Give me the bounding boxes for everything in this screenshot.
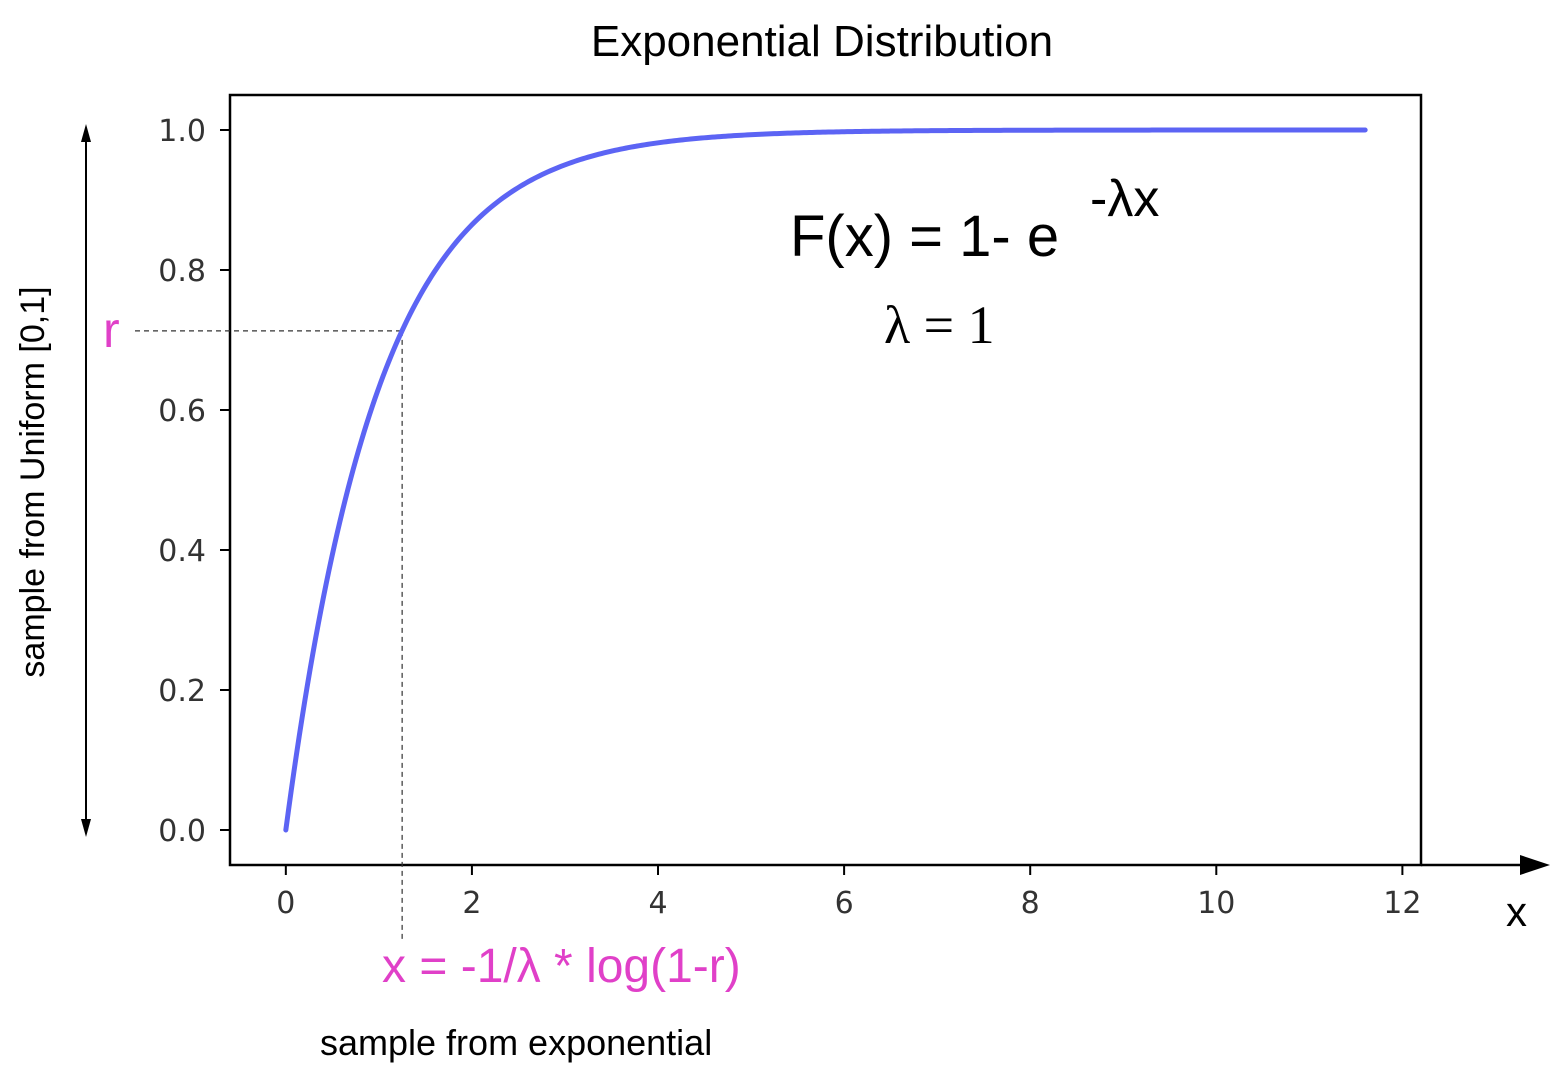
chart-title: Exponential Distribution (591, 17, 1053, 66)
y-tick-label: 0.4 (158, 534, 206, 569)
x-arrow-label: x (1506, 888, 1527, 935)
inverse-formula: x = -1/λ * log(1-r) (382, 940, 741, 993)
formula-exponent: -λx (1090, 170, 1159, 228)
y-axis-ticks: 0.0 0.2 0.4 0.6 0.8 1.0 (158, 114, 230, 849)
x-tick-label: 0 (276, 886, 295, 921)
x-tick-label: 10 (1197, 886, 1235, 921)
formula-main: F(x) = 1- e (790, 204, 1059, 269)
uniform-range-arrow (81, 124, 91, 837)
x-tick-label: 8 (1021, 886, 1040, 921)
lambda-value: λ = 1 (884, 295, 995, 355)
y-tick-label: 1.0 (158, 114, 206, 149)
x-tick-label: 12 (1383, 886, 1421, 921)
y-tick-label: 0.8 (158, 254, 206, 289)
x-direction-arrow (1421, 855, 1550, 875)
y-axis-label: sample from Uniform [0,1] (14, 286, 52, 677)
r-label: r (103, 302, 120, 358)
x-tick-label: 4 (648, 886, 667, 921)
cdf-series-line (283, 127, 1368, 833)
x-tick-label: 6 (835, 886, 854, 921)
y-tick-label: 0.0 (158, 814, 206, 849)
y-tick-label: 0.6 (158, 394, 206, 429)
plot-frame (228, 93, 1423, 867)
y-tick-label: 0.2 (158, 674, 206, 709)
x-axis-ticks: 0 2 4 6 8 10 12 (276, 865, 1421, 921)
x-axis-label: sample from exponential (320, 1022, 712, 1063)
x-tick-label: 2 (462, 886, 481, 921)
